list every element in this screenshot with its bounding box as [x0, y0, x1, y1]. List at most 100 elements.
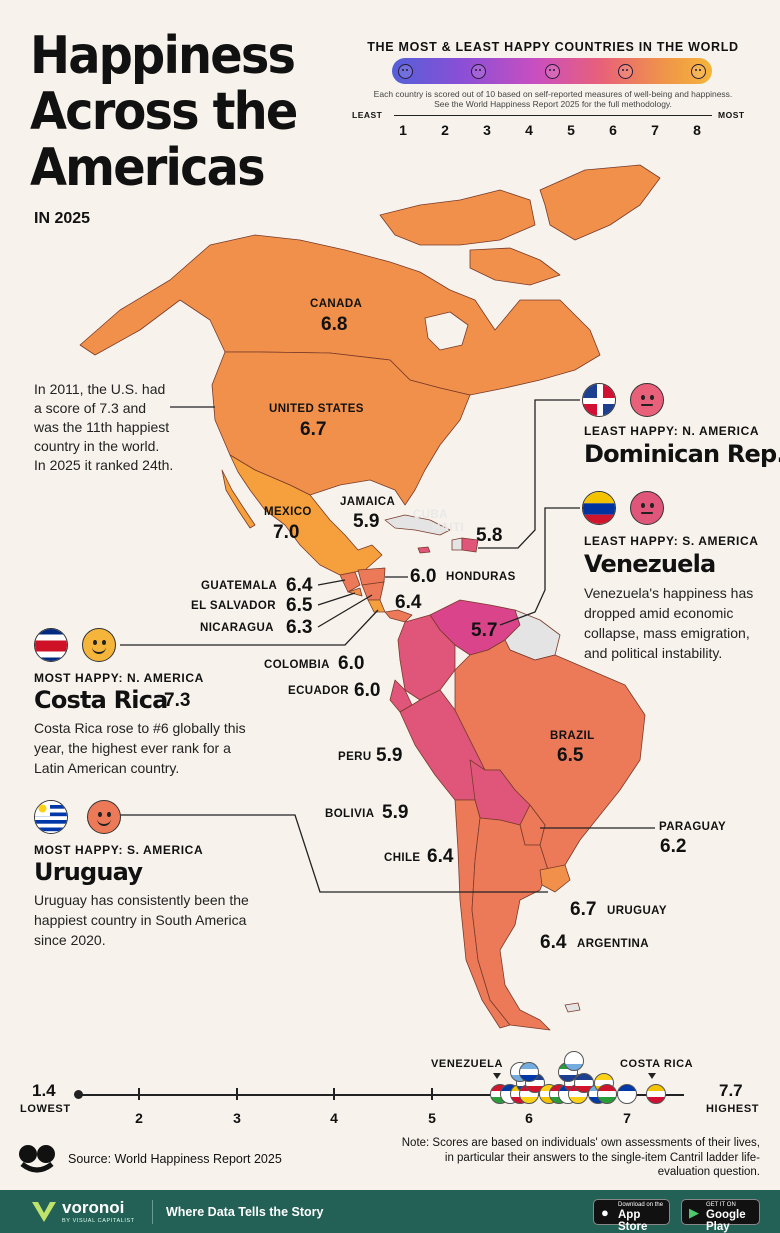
uruguay-shape [539, 864, 571, 893]
source-text: Source: World Happiness Report 2025 [68, 1152, 282, 1166]
uy-category: MOST HAPPY: S. AMERICA [34, 843, 204, 857]
footer-divider [152, 1200, 153, 1224]
scale-max-label: HIGHEST [706, 1103, 760, 1115]
cr-text: Costa Rica rose to #6 globally this year… [34, 720, 246, 776]
scale-tick-label: 3 [233, 1110, 241, 1126]
neutral-face-icon [630, 383, 664, 417]
colombia-score: 6.0 [338, 653, 365, 674]
scale-tick [333, 1088, 335, 1100]
voronoi-logo-icon [32, 1202, 56, 1222]
scale-tick-label: 7 [623, 1110, 631, 1126]
legend-note: Each country is scored out of 10 based o… [373, 89, 733, 109]
brazil-label: BRAZIL [550, 730, 595, 742]
cr-score: 7.3 [164, 690, 191, 711]
paraguay-label: PARAGUAY [659, 821, 727, 833]
scale-axis-line [78, 1094, 684, 1096]
guatemala-shape [339, 571, 361, 593]
scale-min-value: 1.4 [32, 1081, 56, 1100]
frown-face-icon [471, 63, 487, 79]
peru-score: 5.9 [376, 745, 403, 766]
scale-start-dot [74, 1090, 83, 1099]
brazil-score: 6.5 [557, 745, 584, 766]
ven-text: Venezuela's happiness has dropped amid e… [584, 585, 754, 661]
americas-map [79, 164, 661, 1031]
scale-costa-rica-label: COSTA RICA [620, 1058, 694, 1070]
page-title: Happiness Across the Americas [30, 26, 298, 198]
legend-tick: 4 [525, 122, 533, 138]
uruguay-label: URUGUAY [607, 905, 667, 917]
uruguay-score: 6.7 [570, 899, 597, 920]
greenland-shape [539, 164, 661, 241]
costa-rica-pointer-icon [648, 1073, 656, 1079]
dom-name: Dominican Rep. [584, 440, 780, 468]
note-text: Note: Scores are based on individuals' o… [401, 1137, 760, 1178]
legend-tick: 3 [483, 122, 491, 138]
scale-tick-label: 6 [525, 1110, 533, 1126]
google-play-small: GET IT ON [706, 1202, 736, 1208]
canada-label: CANADA [310, 298, 363, 310]
mexico-shape [229, 454, 383, 576]
scale-tick-label: 5 [428, 1110, 436, 1126]
nicaragua-label: NICARAGUA [200, 622, 274, 634]
canada-score: 6.8 [321, 314, 348, 335]
scale-max-value: 7.7 [719, 1081, 743, 1100]
us-note: In 2011, the U.S. had a score of 7.3 and… [34, 381, 174, 473]
legend-tick: 1 [399, 122, 407, 138]
legend-tick: 2 [441, 122, 449, 138]
jamaica-label: JAMAICA [340, 496, 396, 508]
argentina-label: ARGENTINA [577, 938, 649, 950]
arctic-island-shape [469, 247, 561, 286]
el-salvador-score: 6.5 [286, 595, 313, 616]
honduras-score: 6.0 [410, 566, 437, 587]
guatemala-label: GUATEMALA [201, 580, 278, 592]
ecuador-score: 6.0 [354, 680, 381, 701]
chile-label: CHILE [384, 852, 421, 864]
scale-tick [236, 1088, 238, 1100]
uruguay-flag-icon [34, 800, 68, 834]
dom-category: LEAST HAPPY: N. AMERICA [584, 424, 760, 438]
legend-tick: 5 [567, 122, 575, 138]
peru-label: PERU [338, 751, 372, 763]
guat-leader [317, 579, 346, 586]
neutral-face-icon [544, 63, 560, 79]
scale-tick [431, 1088, 433, 1100]
smile-face-icon [82, 628, 116, 662]
arctic-islands-shape [379, 189, 536, 246]
smile-face-icon [617, 63, 633, 79]
app-store-button[interactable]: ● Download on the App Store [593, 1199, 670, 1233]
scale-flag-dot [597, 1084, 618, 1104]
venezuela-pointer-icon [493, 1073, 501, 1079]
frown-face-icon [398, 63, 413, 79]
bolivia-label: BOLIVIA [325, 808, 375, 820]
footer-tagline: Where Data Tells the Story [166, 1205, 324, 1219]
united-states-score: 6.7 [300, 419, 327, 440]
jamaica-score: 5.9 [353, 511, 380, 532]
mexico-score: 7.0 [273, 522, 300, 543]
legend-color-bar [392, 58, 712, 84]
google-play-button[interactable]: ▶ GET IT ON Google Play [681, 1199, 760, 1233]
scale-flag-dot [564, 1051, 585, 1071]
chile-score: 6.4 [427, 846, 454, 867]
dom-leader [478, 399, 580, 549]
app-store-small: Download on the [618, 1202, 664, 1208]
haiti-label: HAITI [432, 522, 465, 534]
argentina-shape [471, 817, 551, 1031]
ven-leader [499, 507, 580, 626]
nicaragua-score: 6.3 [286, 617, 313, 638]
costa-rica-flag-icon [34, 628, 68, 662]
legend-tick: 8 [693, 122, 701, 138]
legend-title: THE MOST & LEAST HAPPY COUNTRIES IN THE … [367, 40, 739, 54]
el-salvador-label: EL SALVADOR [191, 600, 276, 612]
scale-venezuela-label: VENEZUELA [431, 1058, 504, 1070]
cuba-label: CUBA [413, 509, 448, 521]
google-play-icon: ▶ [689, 1205, 699, 1220]
legend-most-label: MOST [718, 110, 745, 120]
el-salvador-shape [347, 587, 363, 597]
hudson-bay-water [424, 311, 469, 351]
smile-face-icon [87, 800, 121, 834]
scale-min-label: LOWEST [20, 1103, 71, 1115]
argentina-score: 6.4 [540, 932, 567, 953]
colombia-label: COLOMBIA [264, 659, 330, 671]
apple-icon: ● [601, 1205, 609, 1220]
legend-least-label: LEAST [352, 110, 383, 120]
